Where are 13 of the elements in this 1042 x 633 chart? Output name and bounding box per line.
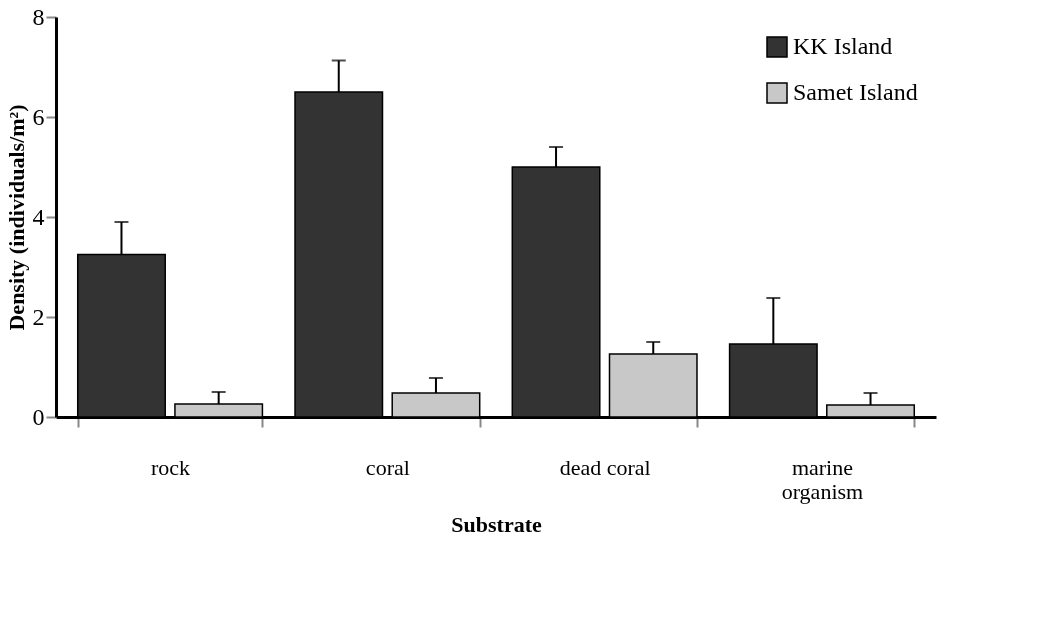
x-tick-label: rock [151, 454, 191, 480]
y-tick-label: 8 [32, 3, 45, 30]
legend-label: KK Island [793, 33, 893, 59]
x-tick-label: marine organism [781, 454, 864, 504]
y-tick-label: 4 [32, 203, 45, 230]
y-tick-label: 2 [32, 303, 45, 330]
x-tick-label: coral [365, 454, 410, 480]
x-tick-label: dead coral [559, 454, 651, 480]
legend-label: Samet Island [793, 79, 918, 105]
x-axis-title: Substrate [451, 511, 542, 537]
y-tick-label: 0 [32, 403, 45, 430]
y-axis-title: Density (individuals/m²) [3, 104, 29, 331]
y-tick-label: 6 [32, 103, 45, 130]
